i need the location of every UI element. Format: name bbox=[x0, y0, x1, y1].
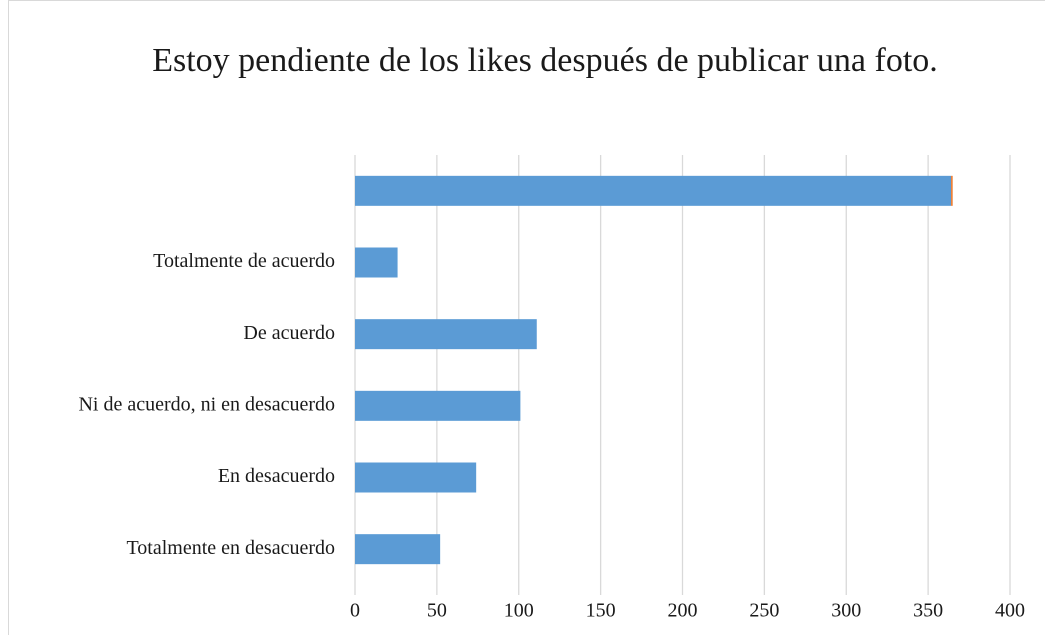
x-tick-label: 250 bbox=[749, 600, 779, 622]
y-tick-label: En desacuerdo bbox=[218, 465, 335, 487]
chart-title: Estoy pendiente de los likes después de … bbox=[152, 42, 938, 79]
x-tick-label: 400 bbox=[995, 600, 1025, 622]
y-tick-label: Totalmente en desacuerdo bbox=[126, 537, 335, 559]
bar bbox=[951, 175, 953, 206]
x-tick-label: 200 bbox=[668, 600, 698, 622]
bar bbox=[355, 462, 477, 493]
x-tick-label: 50 bbox=[427, 600, 447, 622]
bar bbox=[355, 319, 537, 350]
y-tick-label: Ni de acuerdo, ni en desacuerdo bbox=[78, 393, 335, 415]
x-tick-label: 150 bbox=[586, 600, 616, 622]
y-tick-label: Totalmente de acuerdo bbox=[153, 250, 335, 272]
bar bbox=[355, 247, 398, 278]
x-tick-label: 0 bbox=[350, 600, 360, 622]
bar bbox=[355, 390, 521, 421]
bar bbox=[355, 175, 952, 206]
chart-border bbox=[8, 0, 1045, 635]
bar bbox=[355, 534, 441, 565]
y-tick-label: De acuerdo bbox=[243, 322, 335, 344]
x-tick-label: 100 bbox=[504, 600, 534, 622]
x-tick-label: 350 bbox=[913, 600, 943, 622]
x-tick-label: 300 bbox=[831, 600, 861, 622]
